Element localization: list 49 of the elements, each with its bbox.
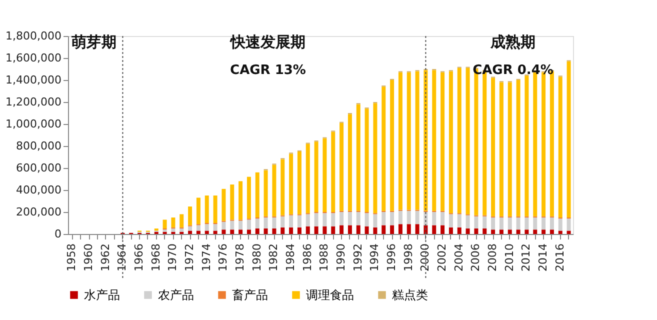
x-tick-label: 1962 (98, 244, 112, 272)
x-tick-label: 2006 (469, 244, 482, 272)
x-tick-label: 1996 (385, 244, 398, 272)
legend-label: 调理食品 (306, 288, 354, 302)
x-tick-label: 1968 (149, 244, 162, 272)
x-tick-label: 1966 (132, 244, 146, 272)
y-tick-label: 1,400,000 (6, 74, 62, 86)
y-tick-label: 400,000 (16, 184, 62, 196)
annotation: 萌芽期 (70, 33, 116, 51)
x-tick-label: 2016 (553, 244, 566, 272)
annotation: 快速发展期 (230, 33, 306, 51)
x-tick-label: 2012 (520, 244, 533, 272)
x-tick-label: 1976 (216, 244, 230, 272)
y-tick-label: 800,000 (16, 140, 62, 152)
x-tick-label: 1970 (166, 244, 180, 272)
x-tick-label: 1980 (250, 244, 264, 272)
x-tick-label: 1972 (183, 244, 196, 272)
x-tick-label: 1960 (82, 244, 96, 272)
x-tick-label: 1998 (402, 244, 415, 272)
x-tick-label: 2000 (418, 244, 432, 272)
legend-label: 农产品 (158, 288, 194, 302)
y-tick-label: 0 (54, 228, 62, 240)
y-tick-label: 1,200,000 (6, 96, 62, 108)
x-tick-label: 2014 (536, 244, 550, 272)
x-tick-label: 1986 (300, 244, 314, 272)
legend-label: 畜产品 (232, 288, 268, 302)
x-tick-label: 1988 (318, 244, 331, 272)
x-tick-label: 1994 (368, 244, 382, 272)
legend-label: 糕点类 (392, 288, 428, 302)
y-tick-label: 1,600,000 (6, 52, 62, 64)
x-tick-label: 1990 (334, 244, 348, 272)
x-tick-label: 1982 (267, 244, 280, 272)
x-tick-label: 2008 (486, 244, 500, 272)
x-tick-label: 1958 (65, 244, 78, 272)
y-tick-label: 1,000,000 (6, 118, 62, 130)
x-tick-label: 1992 (351, 244, 364, 272)
x-tick-label: 1984 (284, 244, 298, 272)
y-tick-label: 1,800,000 (6, 30, 62, 42)
x-tick-label: 2002 (436, 244, 449, 272)
y-tick-label: 200,000 (16, 206, 62, 218)
annotation: CAGR 13% (230, 63, 306, 78)
legend-label: 水产品 (84, 288, 120, 302)
x-tick-label: 1974 (200, 244, 213, 272)
y-tick-label: 600,000 (16, 162, 62, 174)
x-tick-label: 2010 (502, 244, 516, 272)
annotation: 成熟期 (490, 33, 536, 51)
x-tick-label: 1978 (234, 244, 247, 272)
x-tick-label: 1964 (116, 244, 129, 272)
x-tick-label: 2004 (452, 244, 466, 272)
